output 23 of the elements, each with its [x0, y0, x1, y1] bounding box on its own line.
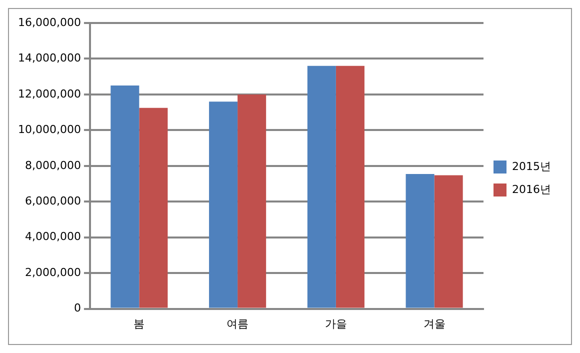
y-tick-label: 4,000,000	[24, 230, 81, 244]
legend-label: 2015년	[512, 160, 552, 173]
x-tick-label: 겨울	[423, 317, 446, 330]
bar	[110, 86, 140, 308]
x-tick-label: 가을	[324, 317, 347, 330]
x-tick-label: 봄	[134, 317, 145, 330]
y-tick-label: 10,000,000	[18, 123, 81, 136]
bar	[238, 94, 266, 308]
legend-label: 2016년	[512, 182, 552, 196]
y-tick-label: 8,000,000	[24, 158, 81, 172]
bar	[139, 108, 168, 308]
bar	[406, 174, 434, 308]
y-tick-label: 2,000,000	[24, 266, 81, 279]
bar	[209, 102, 238, 308]
bar	[307, 66, 336, 308]
y-tick-label: 0	[74, 302, 81, 315]
y-tick-label: 14,000,000	[18, 52, 81, 65]
bar	[434, 175, 463, 308]
y-tick-label: 6,000,000	[24, 194, 81, 208]
bar	[336, 66, 364, 308]
y-tick-label: 16,000,000	[18, 16, 81, 29]
y-tick-label: 12,000,000	[18, 87, 81, 100]
x-tick-label: 여름	[226, 317, 249, 330]
